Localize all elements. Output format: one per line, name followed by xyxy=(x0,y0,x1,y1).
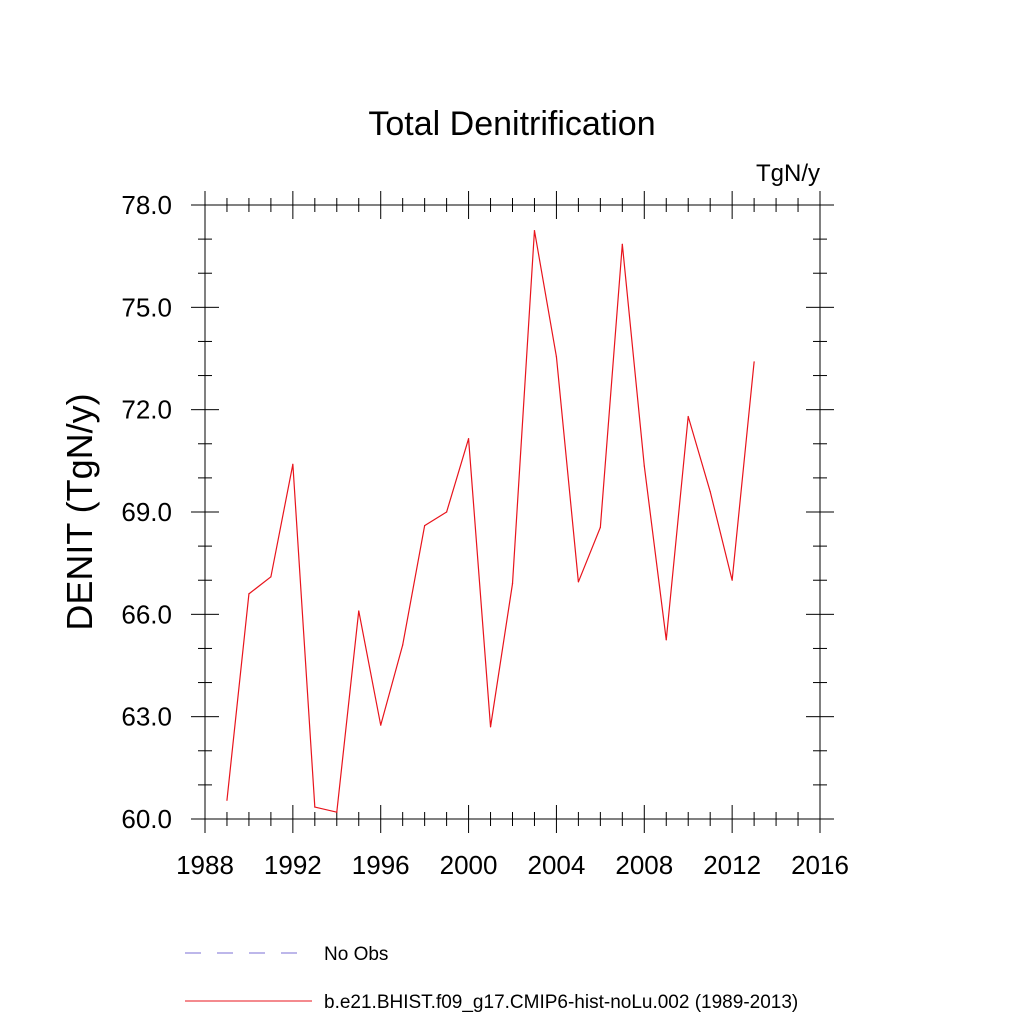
data-point xyxy=(424,525,426,527)
y-axis: 60.0 63.0 66.0 69.0 72.0 75.0 78.0 xyxy=(121,190,834,834)
data-point xyxy=(358,610,360,612)
data-point xyxy=(336,811,338,813)
data-point xyxy=(314,806,316,808)
data-point xyxy=(380,724,382,726)
data-point xyxy=(248,593,250,595)
data-point xyxy=(489,726,492,728)
data-point xyxy=(643,465,645,467)
x-tick-label: 1988 xyxy=(176,850,234,880)
chart-title: Total Denitrification xyxy=(368,105,655,143)
data-point xyxy=(533,229,536,232)
y-tick-label: 78.0 xyxy=(121,190,172,220)
y-tick-label: 60.0 xyxy=(121,804,172,834)
data-point xyxy=(621,243,623,245)
data-point xyxy=(226,799,228,801)
x-tick-label: 1992 xyxy=(264,850,322,880)
data-point xyxy=(446,511,448,513)
data-point xyxy=(577,581,579,583)
y-tick-label: 69.0 xyxy=(121,497,172,527)
data-point xyxy=(599,526,601,528)
x-tick-label: 2016 xyxy=(791,850,849,880)
x-axis: 1988 1992 1996 2000 2004 2008 2012 2016 xyxy=(176,191,849,880)
x-tick-label: 2004 xyxy=(528,850,586,880)
data-point xyxy=(731,579,733,581)
data-point xyxy=(753,361,755,363)
x-tick-label: 1996 xyxy=(352,850,410,880)
y-axis-label: DENIT (TgN/y) xyxy=(59,393,100,630)
data-point xyxy=(665,639,667,641)
data-point xyxy=(402,644,404,646)
y-tick-label: 72.0 xyxy=(121,395,172,425)
series-line xyxy=(226,230,755,813)
units-label: TgN/y xyxy=(756,160,820,187)
series-layer xyxy=(226,229,755,813)
data-point xyxy=(687,415,689,418)
x-tick-label: 2008 xyxy=(615,850,673,880)
x-tick-label: 2012 xyxy=(703,850,761,880)
data-point xyxy=(511,583,514,585)
y-tick-label: 66.0 xyxy=(121,599,172,629)
data-point xyxy=(292,463,294,465)
data-point xyxy=(467,438,470,440)
legend-label: No Obs xyxy=(324,944,388,965)
legend-label: b.e21.BHIST.f09_g17.CMIP6-hist-noLu.002 … xyxy=(324,992,798,1013)
legend: No Obs b.e21.BHIST.f09_g17.CMIP6-hist-noL… xyxy=(185,944,798,1013)
plot-frame xyxy=(204,204,821,820)
x-tick-label: 2000 xyxy=(440,850,498,880)
data-point xyxy=(270,576,272,578)
y-tick-label: 63.0 xyxy=(121,702,172,732)
data-point xyxy=(555,356,558,358)
y-tick-label: 75.0 xyxy=(121,292,172,322)
data-point xyxy=(709,490,711,493)
